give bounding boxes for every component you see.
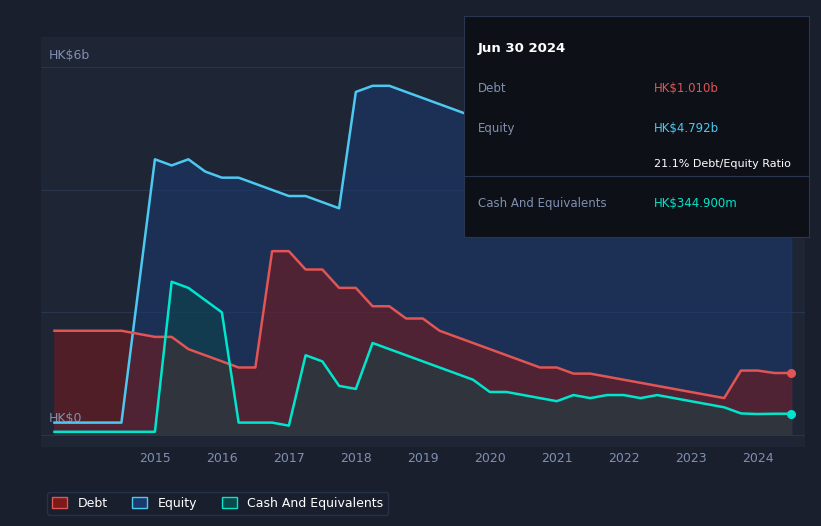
Text: 21.1% Debt/Equity Ratio: 21.1% Debt/Equity Ratio (654, 159, 791, 169)
Text: HK$0: HK$0 (48, 411, 82, 424)
Legend: Debt, Equity, Cash And Equivalents: Debt, Equity, Cash And Equivalents (48, 492, 388, 515)
Point (785, 410, 798, 418)
Point (785, 137, 798, 146)
Text: Equity: Equity (478, 122, 515, 135)
Text: HK$4.792b: HK$4.792b (654, 122, 718, 135)
Text: HK$6b: HK$6b (48, 49, 90, 62)
Text: HK$344.900m: HK$344.900m (654, 197, 737, 210)
Text: Jun 30 2024: Jun 30 2024 (478, 42, 566, 55)
Text: Cash And Equivalents: Cash And Equivalents (478, 197, 606, 210)
Text: Debt: Debt (478, 82, 507, 95)
Text: HK$1.010b: HK$1.010b (654, 82, 718, 95)
Point (785, 369, 798, 377)
